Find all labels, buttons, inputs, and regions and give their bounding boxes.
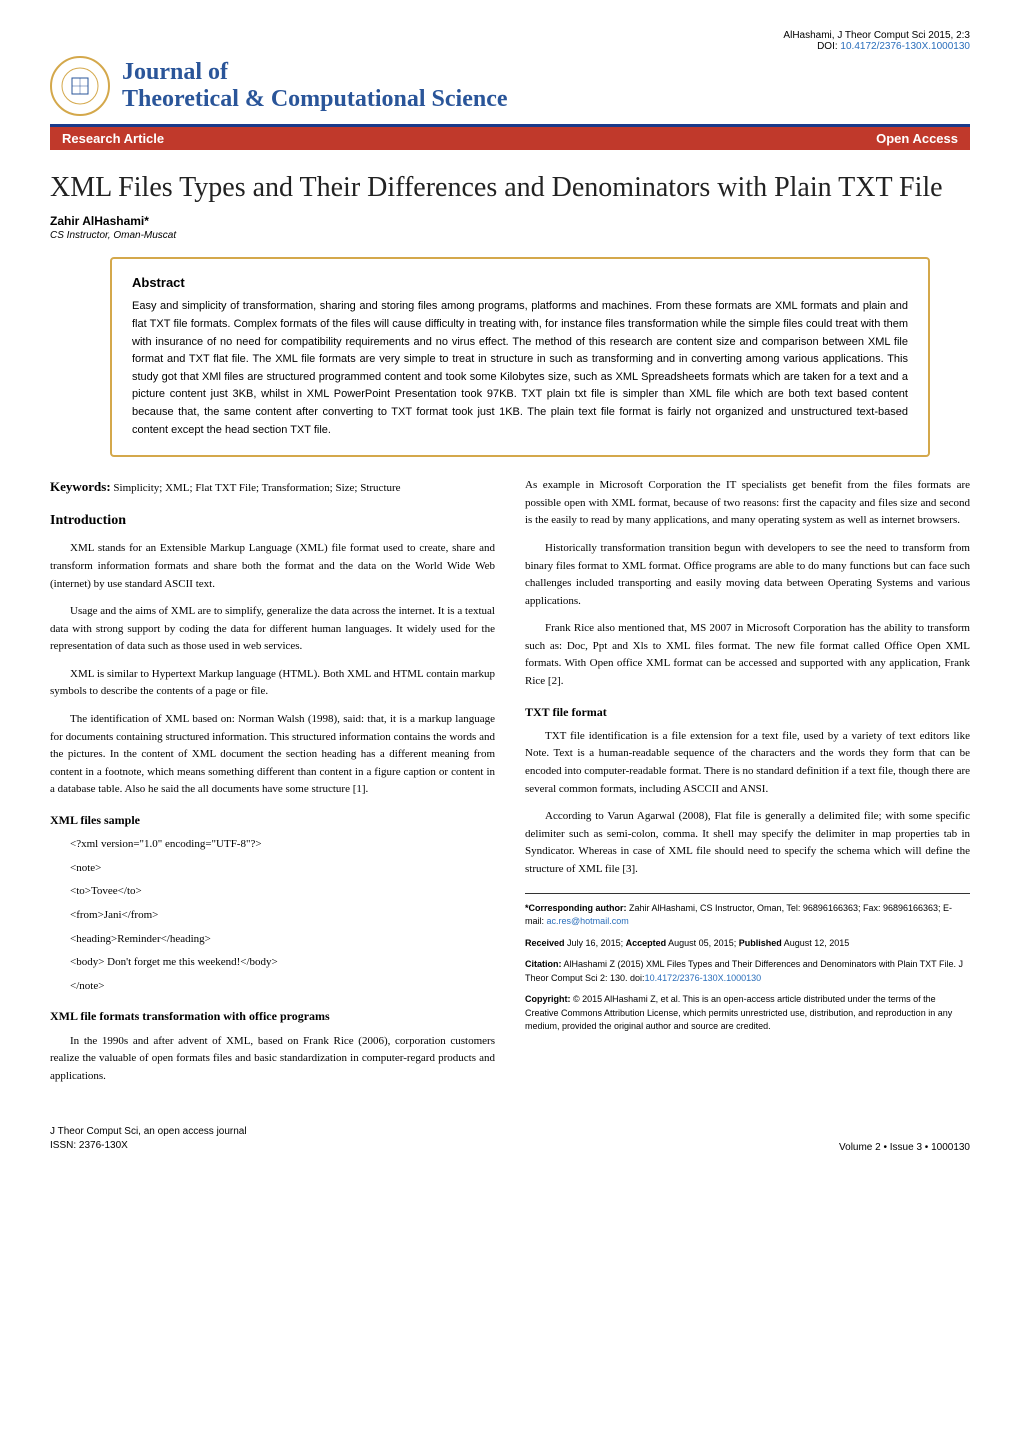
article-title: XML Files Types and Their Differences an… xyxy=(50,170,970,206)
article-type-left: Research Article xyxy=(62,131,164,146)
author-name: Zahir AlHashami* xyxy=(50,214,970,228)
accepted-date: August 05, 2015; xyxy=(668,938,736,948)
journal-logo-icon xyxy=(50,56,110,116)
doi-label: DOI: xyxy=(817,41,838,52)
transform-heading: XML file formats transformation with off… xyxy=(50,1007,495,1026)
txt-p2: According to Varun Agarwal (2008), Flat … xyxy=(525,808,970,878)
right-p1: As example in Microsoft Corporation the … xyxy=(525,477,970,530)
header-citation: AlHashami, J Theor Comput Sci 2015, 2:3 … xyxy=(50,30,970,52)
corresponding-box: *Corresponding author: Zahir AlHashami, … xyxy=(525,893,970,1034)
article-type-right: Open Access xyxy=(876,131,958,146)
intro-p2: Usage and the aims of XML are to simplif… xyxy=(50,603,495,656)
code-line-3: <to>Tovee</to> xyxy=(50,883,495,901)
keywords-section: Keywords: Simplicity; XML; Flat TXT File… xyxy=(50,477,495,498)
txt-p1: TXT file identification is a file extens… xyxy=(525,728,970,798)
published-date: August 12, 2015 xyxy=(784,938,850,948)
code-line-4: <from>Jani</from> xyxy=(50,907,495,925)
copyright-text: © 2015 AlHashami Z, et al. This is an op… xyxy=(525,994,952,1031)
xml-sample-heading: XML files sample xyxy=(50,811,495,830)
received-label: Received xyxy=(525,938,565,948)
transform-p1: In the 1990s and after advent of XML, ba… xyxy=(50,1033,495,1086)
journal-name: Journal of Theoretical & Computational S… xyxy=(122,59,508,113)
code-line-2: <note> xyxy=(50,860,495,878)
citation-block: Citation: AlHashami Z (2015) XML Files T… xyxy=(525,958,970,985)
copyright-block: Copyright: © 2015 AlHashami Z, et al. Th… xyxy=(525,993,970,1034)
intro-p3: XML is similar to Hypertext Markup langu… xyxy=(50,666,495,701)
article-type-bar: Research Article Open Access xyxy=(50,127,970,150)
footer-left: J Theor Comput Sci, an open access journ… xyxy=(50,1125,247,1153)
citation-label: Citation: xyxy=(525,959,562,969)
citation-text: AlHashami, J Theor Comput Sci 2015, 2:3 xyxy=(783,30,970,41)
content-columns: Keywords: Simplicity; XML; Flat TXT File… xyxy=(50,477,970,1095)
doi-link[interactable]: 10.4172/2376-130X.1000130 xyxy=(840,41,970,52)
keywords-label: Keywords: xyxy=(50,479,111,494)
citation-doi-link[interactable]: 10.4172/2376-130X.1000130 xyxy=(645,973,762,983)
author-affiliation: CS Instructor, Oman-Muscat xyxy=(50,230,970,241)
right-p2: Historically transformation transition b… xyxy=(525,540,970,610)
corresponding-email[interactable]: ac.res@hotmail.com xyxy=(547,916,629,926)
code-line-7: </note> xyxy=(50,978,495,996)
page-footer: J Theor Comput Sci, an open access journ… xyxy=(50,1125,970,1153)
published-label: Published xyxy=(739,938,782,948)
abstract-box: Abstract Easy and simplicity of transfor… xyxy=(110,257,930,457)
abstract-text: Easy and simplicity of transformation, s… xyxy=(132,298,908,439)
journal-name-line1: Journal of xyxy=(122,59,508,86)
corresponding-author: *Corresponding author: Zahir AlHashami, … xyxy=(525,902,970,929)
right-column: As example in Microsoft Corporation the … xyxy=(525,477,970,1095)
footer-issn: ISSN: 2376-130X xyxy=(50,1139,247,1153)
code-line-5: <heading>Reminder</heading> xyxy=(50,931,495,949)
intro-p1: XML stands for an Extensible Markup Lang… xyxy=(50,540,495,593)
abstract-heading: Abstract xyxy=(132,275,908,290)
dates-line: Received July 16, 2015; Accepted August … xyxy=(525,937,970,951)
keywords-text: Simplicity; XML; Flat TXT File; Transfor… xyxy=(113,482,400,494)
footer-right: Volume 2 • Issue 3 • 1000130 xyxy=(839,1142,970,1153)
copyright-label: Copyright: xyxy=(525,994,571,1004)
code-line-1: <?xml version="1.0" encoding="UTF-8"?> xyxy=(50,836,495,854)
code-line-6: <body> Don't forget me this weekend!</bo… xyxy=(50,954,495,972)
received-date: July 16, 2015; xyxy=(567,938,623,948)
txt-heading: TXT file format xyxy=(525,703,970,722)
introduction-heading: Introduction xyxy=(50,510,495,532)
right-p3: Frank Rice also mentioned that, MS 2007 … xyxy=(525,620,970,690)
intro-p4: The identification of XML based on: Norm… xyxy=(50,711,495,799)
corresponding-label: *Corresponding author: xyxy=(525,903,627,913)
journal-name-line2: Theoretical & Computational Science xyxy=(122,86,508,113)
left-column: Keywords: Simplicity; XML; Flat TXT File… xyxy=(50,477,495,1095)
footer-journal: J Theor Comput Sci, an open access journ… xyxy=(50,1125,247,1139)
accepted-label: Accepted xyxy=(626,938,667,948)
journal-header: Journal of Theoretical & Computational S… xyxy=(50,56,970,127)
